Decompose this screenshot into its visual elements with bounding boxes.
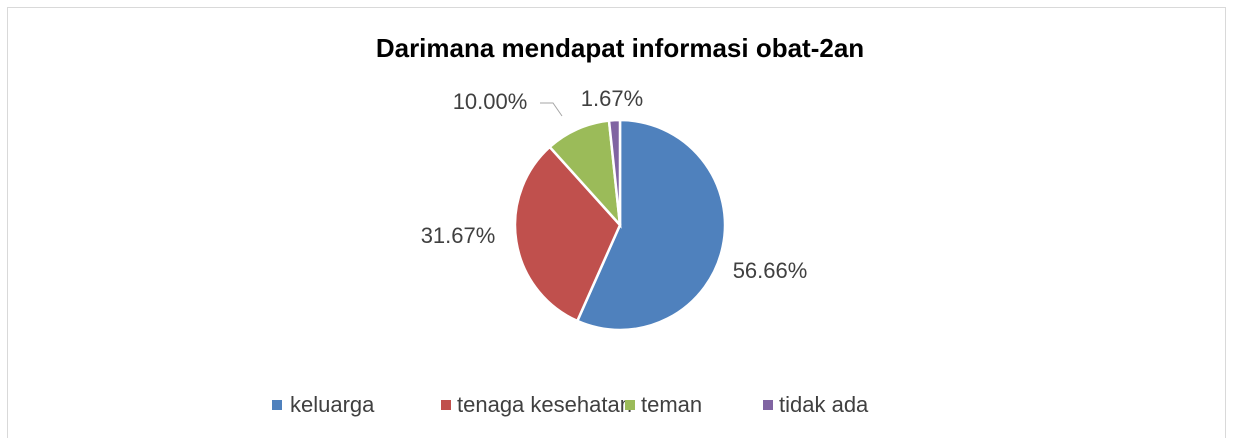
data-label: 31.67% (421, 223, 496, 248)
data-label: 56.66% (733, 258, 808, 283)
chart-border (7, 7, 1226, 438)
legend-swatch (763, 400, 773, 410)
pie-slice (607, 118, 622, 226)
pie-slice (575, 118, 727, 332)
legend-label: keluarga (290, 392, 375, 417)
data-label: 1.67% (581, 86, 643, 111)
legend-swatch (272, 400, 282, 410)
legend-label: teman (641, 392, 702, 417)
pie-slice (513, 145, 622, 323)
legend-label: tenaga kesehatan (457, 392, 632, 417)
legend-swatch (625, 400, 635, 410)
legend-swatch (441, 400, 451, 410)
leader-line (540, 102, 563, 117)
legend-label: tidak ada (779, 392, 869, 417)
data-label: 10.00% (453, 89, 528, 114)
chart-title: Darimana mendapat informasi obat-2an (376, 33, 864, 63)
